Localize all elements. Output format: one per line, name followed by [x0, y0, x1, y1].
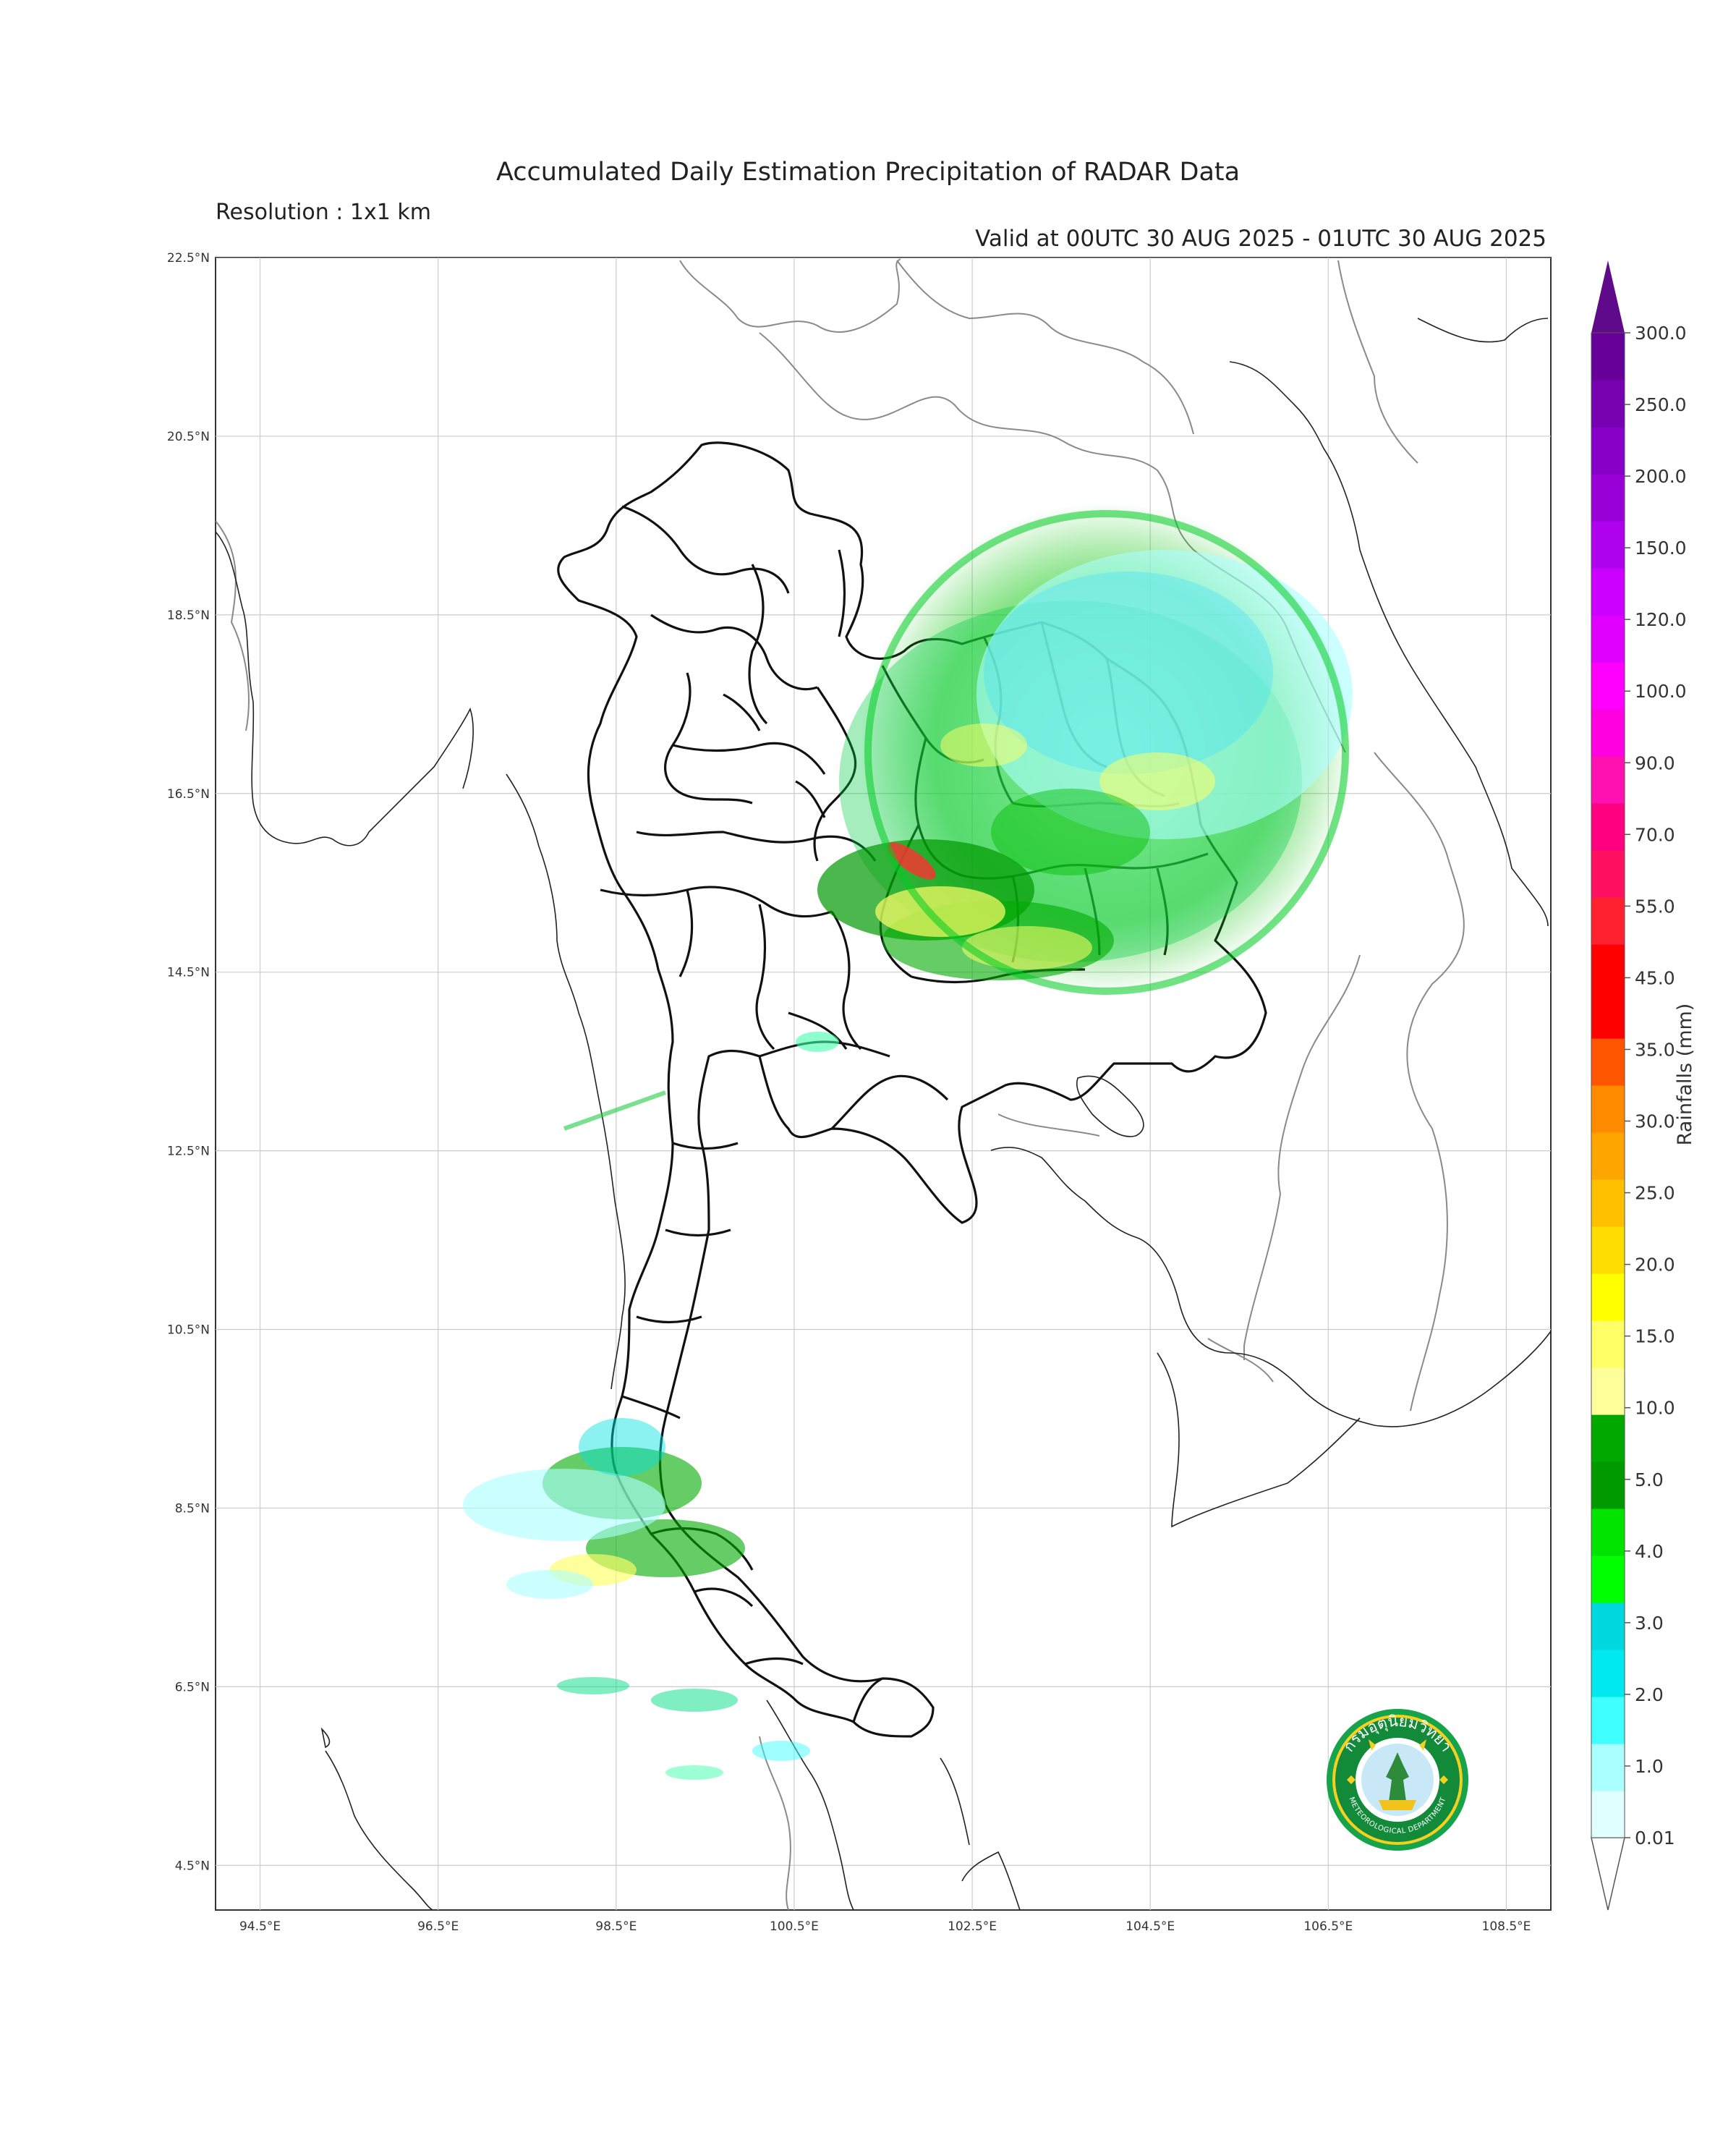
latitude-tick-label: 12.5°N — [167, 1145, 210, 1159]
radar-echoes — [463, 503, 1353, 1780]
colorbar-tick-label: 120.0 — [1635, 609, 1687, 630]
latitude-tick-label: 22.5°N — [167, 251, 210, 266]
colorbar-tick-label: 90.0 — [1635, 752, 1675, 773]
colorbar-extend-top — [1591, 260, 1625, 333]
colorbar-segment — [1591, 568, 1625, 616]
colorbar-tick-label: 70.0 — [1635, 824, 1675, 845]
colorbar-segment — [1591, 615, 1625, 663]
colorbar-segment — [1591, 662, 1625, 710]
colorbar-segment — [1591, 521, 1625, 569]
colorbar-tick-label: 25.0 — [1635, 1183, 1675, 1204]
longitude-tick-label: 96.5°E — [417, 1919, 459, 1934]
colorbar-segment — [1591, 1556, 1625, 1603]
colorbar-segment — [1591, 709, 1625, 757]
longitude-tick-label: 94.5°E — [239, 1919, 281, 1934]
colorbar-segment — [1591, 944, 1625, 992]
longitude-tick-label: 102.5°E — [948, 1919, 997, 1934]
latitude-tick-label: 18.5°N — [167, 608, 210, 623]
colorbar-segment — [1591, 897, 1625, 945]
colorbar-segment — [1591, 427, 1625, 475]
longitude-tick-label: 98.5°E — [595, 1919, 637, 1934]
colorbar-tick-label: 1.0 — [1635, 1756, 1664, 1777]
longitude-tick-label: 100.5°E — [770, 1919, 819, 1934]
coastlines — [216, 318, 1551, 1910]
latitude-tick-label: 14.5°N — [167, 966, 210, 980]
colorbar-tick-label: 150.0 — [1635, 538, 1687, 559]
colorbar-segment — [1591, 380, 1625, 428]
latitude-tick-label: 10.5°N — [167, 1323, 210, 1338]
latitude-tick-label: 16.5°N — [167, 787, 210, 802]
colorbar-segment — [1591, 1508, 1625, 1556]
colorbar-segment — [1591, 850, 1625, 898]
colorbar-segment — [1591, 474, 1625, 522]
longitude-tick-label: 108.5°E — [1482, 1919, 1531, 1934]
colorbar-segment — [1591, 1461, 1625, 1509]
colorbar-tick-label: 300.0 — [1635, 323, 1687, 344]
colorbar-tick-label: 10.0 — [1635, 1398, 1675, 1419]
colorbar-segment — [1591, 991, 1625, 1039]
colorbar-segment — [1591, 1132, 1625, 1180]
colorbar-tick-label: 250.0 — [1635, 394, 1687, 415]
colorbar-tick-label: 3.0 — [1635, 1613, 1664, 1634]
latitude-tick-label: 6.5°N — [175, 1680, 210, 1694]
colorbar-tick-label: 30.0 — [1635, 1111, 1675, 1132]
colorbar-segment — [1591, 1179, 1625, 1227]
colorbar-segment — [1591, 1038, 1625, 1086]
resolution-label: Resolution : 1x1 km — [216, 200, 431, 225]
longitude-tick-labels: 94.5°E 96.5°E 98.5°E 100.5°E 102.5°E 104.5°E 1… — [239, 1919, 1531, 1934]
colorbar-tick-label: 55.0 — [1635, 896, 1675, 917]
colorbar-segment — [1591, 1367, 1625, 1415]
longitude-tick-label: 106.5°E — [1303, 1919, 1353, 1934]
latitude-tick-label: 4.5°N — [175, 1859, 210, 1873]
map-frame — [215, 257, 1552, 1911]
colorbar-tick-label: 5.0 — [1635, 1469, 1664, 1490]
colorbar-border — [1591, 332, 1625, 1838]
colorbar-tick-label: 35.0 — [1635, 1039, 1675, 1060]
latitude-tick-labels: 22.5°N 20.5°N 18.5°N 16.5°N 14.5°N 12.5°N 10.5… — [167, 251, 210, 1873]
tmd-logo: กรมอุตุนิยมวิทยา METEOROLOGICAL DEPARTME… — [1327, 1709, 1468, 1851]
latitude-tick-label: 20.5°N — [167, 430, 210, 444]
colorbar-title: Rainfalls (mm) — [1674, 1003, 1696, 1146]
colorbar-tick-label: 4.0 — [1635, 1541, 1664, 1562]
colorbar-tick-label: 0.01 — [1635, 1828, 1675, 1849]
colorbar-segment — [1591, 1226, 1625, 1274]
colorbar-segment — [1591, 1697, 1625, 1744]
colorbar-tick-label: 20.0 — [1635, 1255, 1675, 1276]
colorbar-tick-label: 2.0 — [1635, 1684, 1664, 1705]
colorbar-segment — [1591, 333, 1625, 381]
colorbar-tick-label: 200.0 — [1635, 466, 1687, 487]
colorbar-segment — [1591, 1085, 1625, 1133]
colorbar-segment — [1591, 1273, 1625, 1321]
colorbar-segment — [1591, 1791, 1625, 1838]
gridlines — [216, 258, 1551, 1910]
colorbar-tick-label: 15.0 — [1635, 1326, 1675, 1347]
colorbar-segment — [1591, 1414, 1625, 1462]
colorbar-tick-label: 45.0 — [1635, 967, 1675, 988]
colorbar-segment — [1591, 756, 1625, 804]
valid-time-label: Valid at 00UTC 30 AUG 2025 - 01UTC 30 AU… — [975, 226, 1546, 252]
map-title: Accumulated Daily Estimation Precipitati… — [495, 158, 1241, 187]
colorbar-segment — [1591, 803, 1625, 851]
colorbar-segment — [1591, 1744, 1625, 1791]
colorbar-extend-bottom — [1591, 1837, 1625, 1911]
colorbar-segment — [1591, 1320, 1625, 1368]
colorbar-segment — [1591, 1650, 1625, 1697]
colorbar-tick-label: 100.0 — [1635, 681, 1687, 702]
colorbar-segment — [1591, 1603, 1625, 1650]
latitude-tick-label: 8.5°N — [175, 1501, 210, 1516]
colorbar: 0.01 1.0 2.0 3.0 4.0 5.0 10.0 15.0 20.0 25.0 30.0 3… — [1591, 260, 1687, 1911]
longitude-tick-label: 104.5°E — [1126, 1919, 1175, 1934]
